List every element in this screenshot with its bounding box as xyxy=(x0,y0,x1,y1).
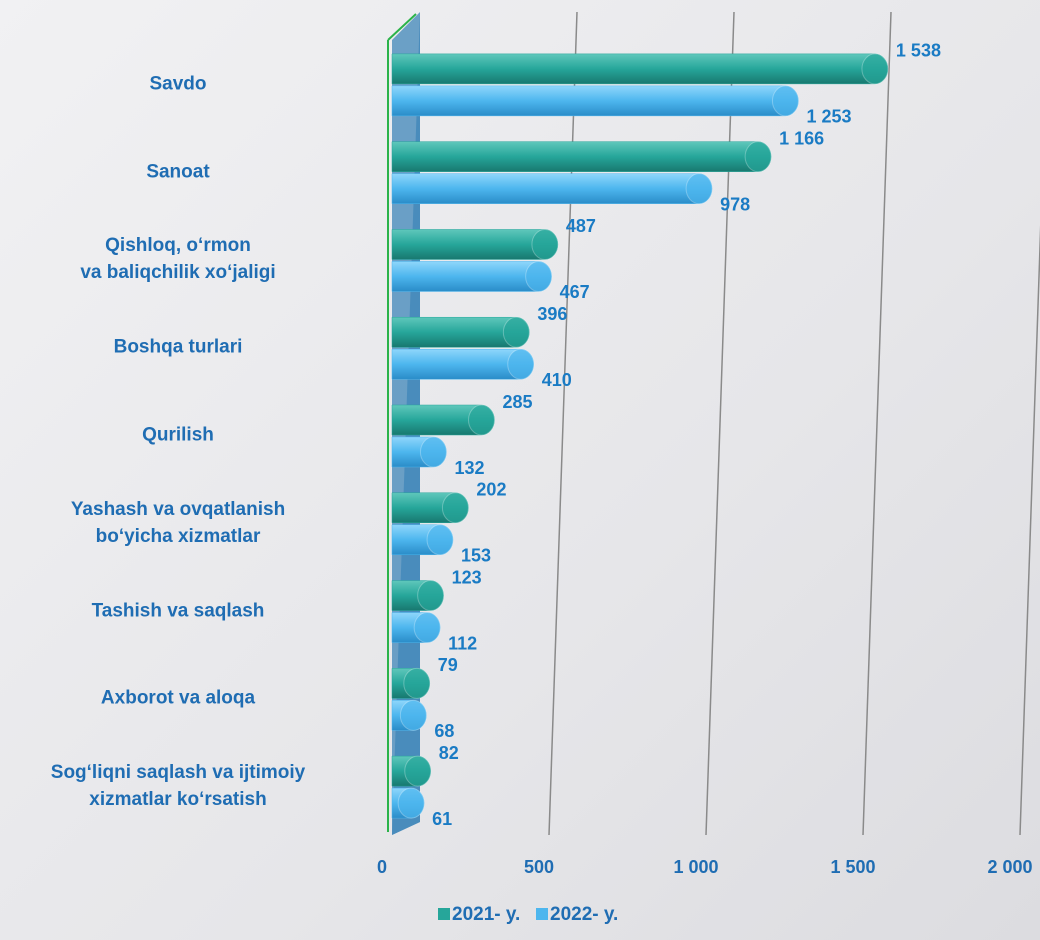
bar-cap xyxy=(417,580,445,612)
bar xyxy=(391,173,713,204)
value-label: 112 xyxy=(448,633,477,653)
bar-cap xyxy=(744,141,772,173)
bar-cap xyxy=(404,755,432,787)
category-label: Axborot va aloqa xyxy=(100,687,256,709)
value-label: 396 xyxy=(537,304,567,324)
grid-line xyxy=(1019,225,1040,836)
bar-cap xyxy=(861,53,889,85)
x-tick-label: 1 500 xyxy=(830,857,875,877)
category-label: Savdo xyxy=(149,73,207,95)
bar xyxy=(391,53,889,85)
bar-cap xyxy=(399,699,427,731)
bar-cap xyxy=(507,348,535,380)
bar-cap xyxy=(502,316,530,348)
value-label: 202 xyxy=(476,480,506,500)
legend-label: 2021- y. xyxy=(452,904,520,925)
legend-label: 2022- y. xyxy=(550,904,618,925)
bar xyxy=(391,85,799,117)
value-label: 1 166 xyxy=(779,128,824,148)
bar-cap xyxy=(771,85,799,117)
category-label: Tashish va saqlash xyxy=(91,600,265,622)
value-label: 132 xyxy=(454,458,484,478)
bar-cap xyxy=(531,228,559,260)
bar-cap xyxy=(441,492,469,524)
y-axis xyxy=(387,13,417,41)
value-label: 61 xyxy=(432,809,452,829)
category-label: Sog‘liqni saqlash va ijtimoiy xizmatlar … xyxy=(50,762,306,811)
category-label: Yashash va ovqatlanish bo‘yicha xizmatla… xyxy=(70,498,286,547)
x-tick-label: 1 000 xyxy=(673,857,718,877)
value-label: 467 xyxy=(560,282,590,302)
value-label: 123 xyxy=(452,567,482,587)
bar-cap xyxy=(403,667,431,699)
bar-cap xyxy=(685,173,713,205)
value-label: 978 xyxy=(720,194,750,214)
category-label: Sanoat xyxy=(146,161,210,183)
bar-cap xyxy=(426,524,454,556)
legend-swatch xyxy=(536,908,548,920)
category-label: Qishloq, o‘rmon va baliqchilik xo‘jaligi xyxy=(80,235,276,284)
bar xyxy=(391,141,772,172)
x-tick-label: 500 xyxy=(524,857,554,877)
x-tick-label: 0 xyxy=(377,857,387,877)
value-label: 1 253 xyxy=(806,107,851,127)
value-label: 285 xyxy=(502,392,532,412)
category-label: Boshqa turlari xyxy=(113,336,243,358)
legend-swatch xyxy=(438,908,450,920)
bar-cap xyxy=(397,787,425,819)
grid-line xyxy=(548,11,578,836)
bar-cap xyxy=(413,612,441,644)
value-label: 153 xyxy=(461,546,491,566)
value-label: 1 538 xyxy=(896,41,941,61)
value-label: 487 xyxy=(566,216,596,236)
bar-cap xyxy=(419,436,447,468)
category-label: Qurilish xyxy=(142,424,214,446)
value-label: 79 xyxy=(438,655,458,675)
bar-cap xyxy=(525,260,553,292)
grid-line xyxy=(705,11,735,836)
grid-line xyxy=(862,11,892,836)
value-label: 68 xyxy=(434,721,454,741)
bar-cap xyxy=(467,404,495,436)
value-label: 82 xyxy=(439,743,459,763)
value-label: 410 xyxy=(542,370,572,390)
x-tick-label: 2 000 xyxy=(987,857,1032,877)
